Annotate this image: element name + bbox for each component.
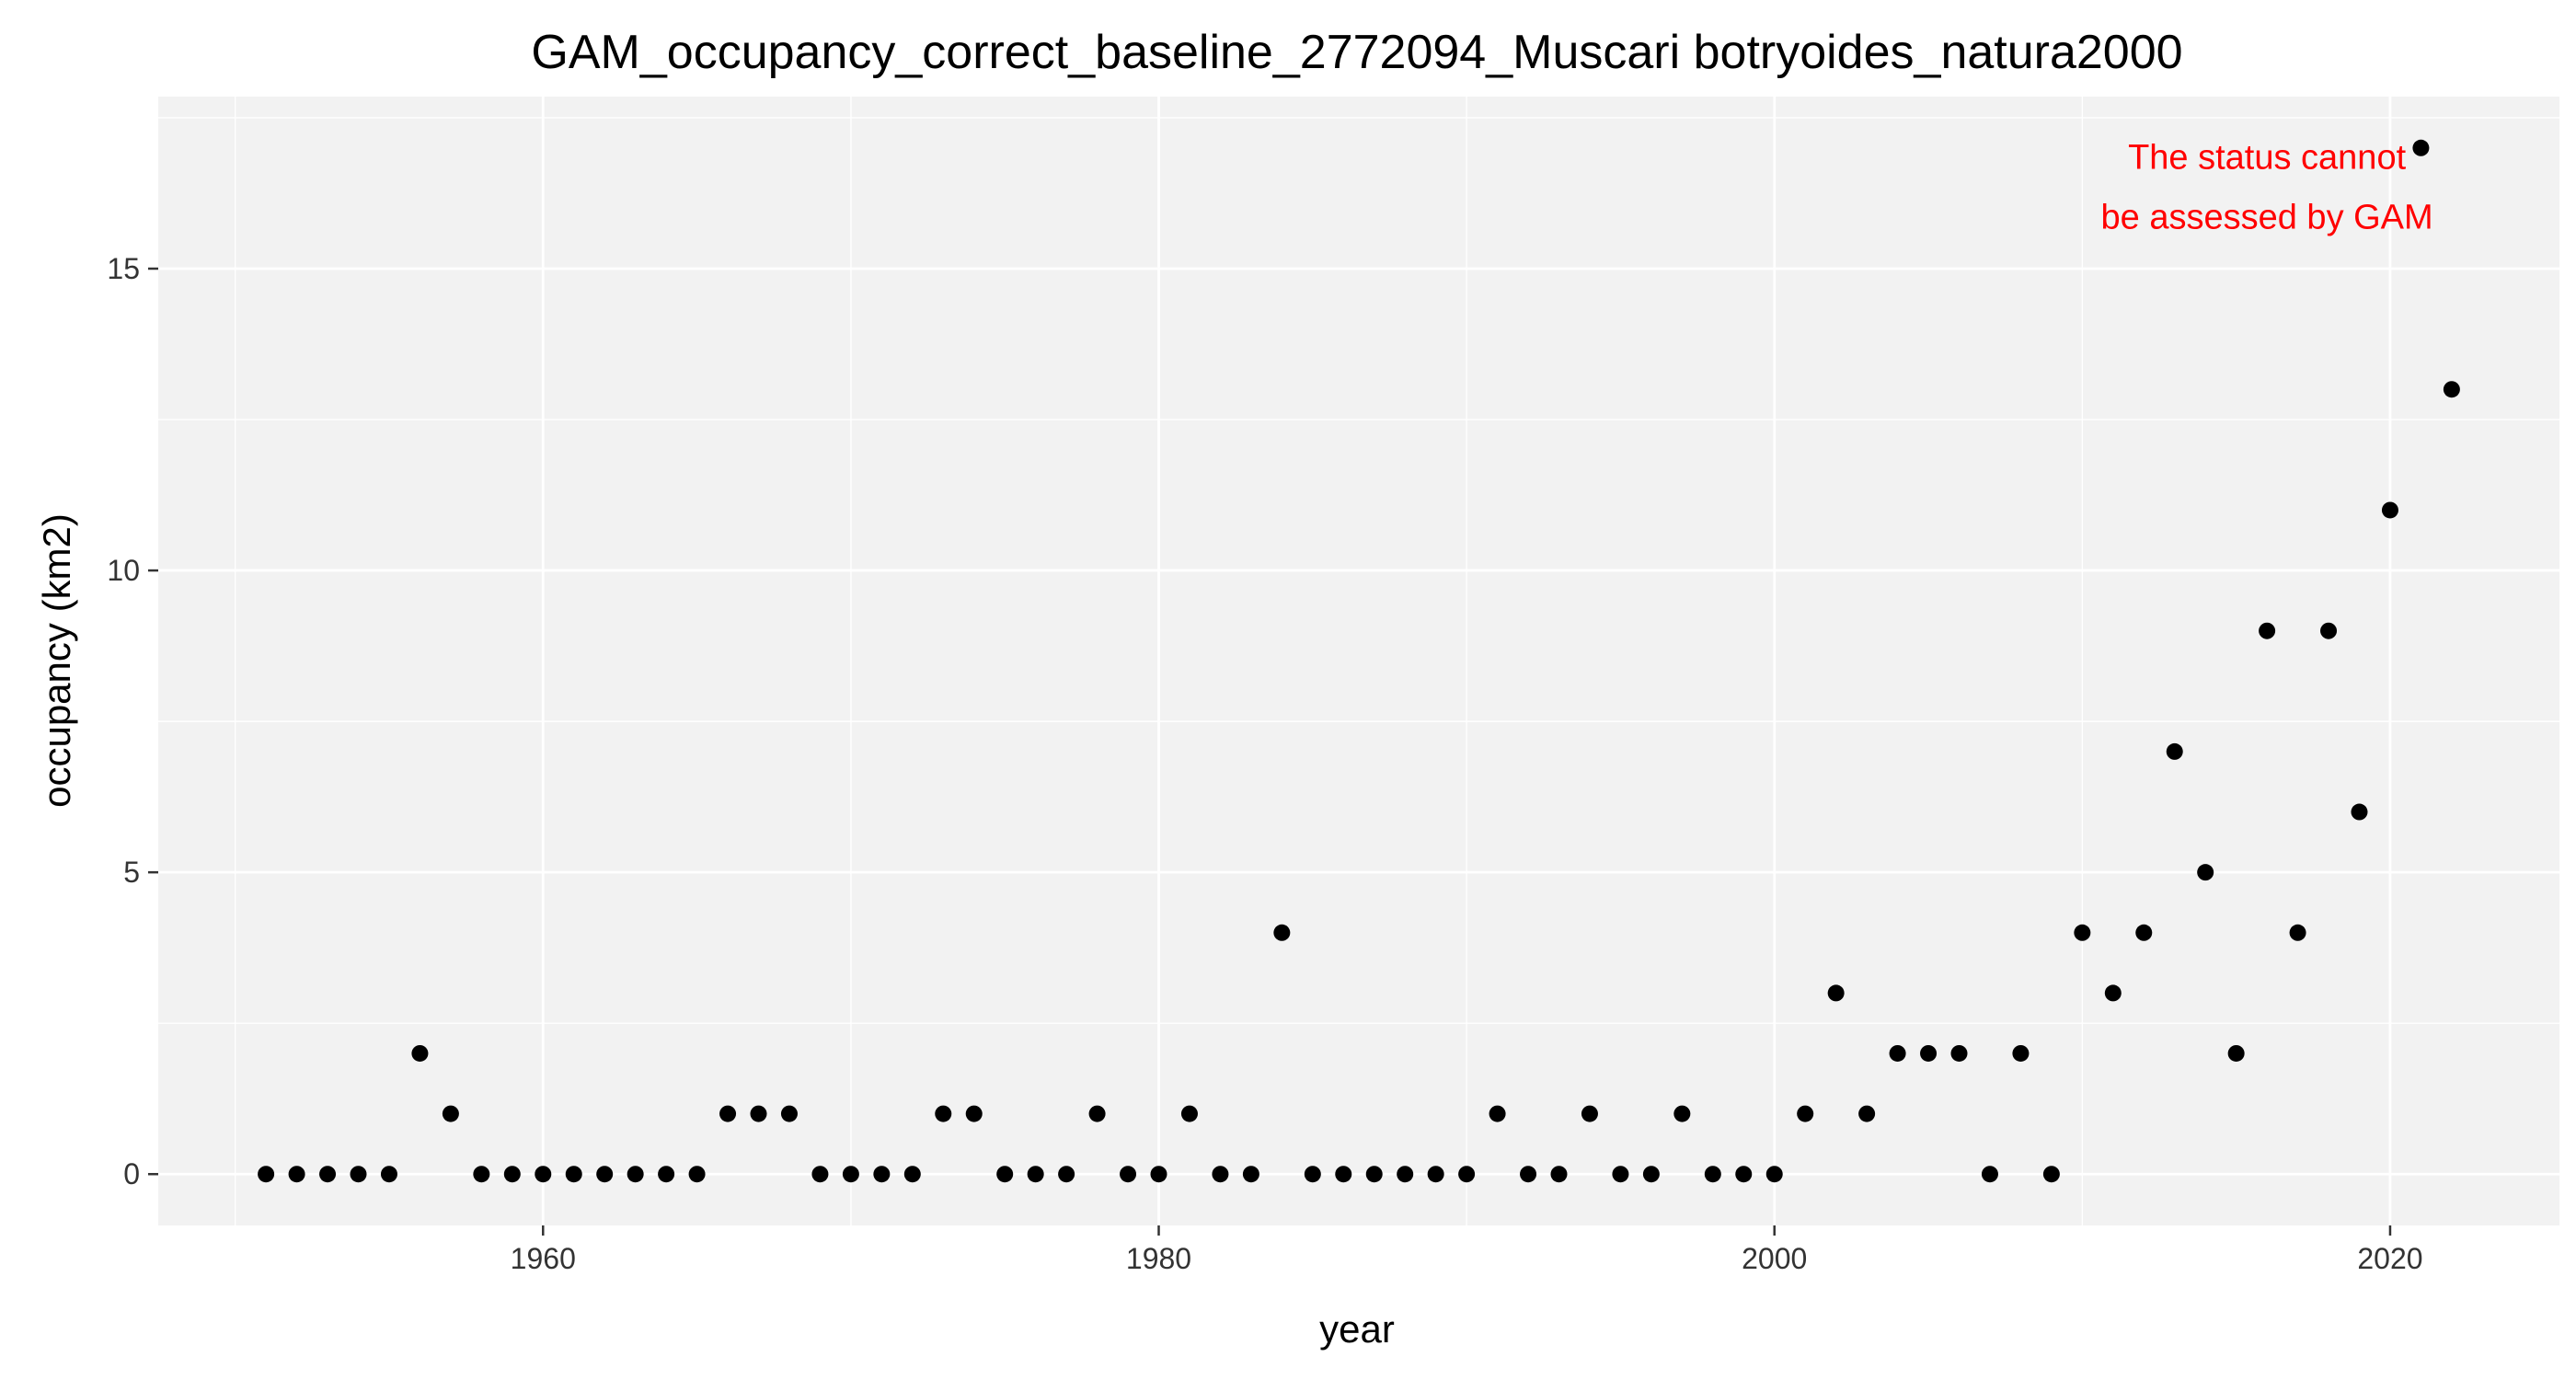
x-tick-label: 1980 [1126,1242,1191,1275]
data-point [1180,1105,1198,1122]
data-point [1889,1044,1906,1062]
data-point [411,1044,429,1062]
data-point [473,1166,490,1183]
data-point [2289,924,2306,941]
data-point [2197,864,2214,881]
data-point [442,1105,459,1122]
x-tick-label: 2020 [2357,1242,2422,1275]
data-point [2074,924,2091,941]
data-point [1212,1166,1229,1183]
data-point [1242,1166,1259,1183]
data-point [1058,1166,1075,1183]
x-axis: 1960 1980 2000 2020 [511,1225,2423,1275]
data-point [996,1166,1014,1183]
data-point [2351,803,2368,821]
data-point [1581,1105,1598,1122]
data-point [2412,139,2430,156]
data-point [1150,1166,1167,1183]
y-tick-label: 10 [107,554,140,587]
data-point [688,1166,706,1183]
data-point [1981,1166,1998,1183]
data-point [1858,1105,1876,1122]
data-point [503,1166,521,1183]
data-point [1427,1166,1444,1183]
y-axis-title: occupancy (km2) [35,513,78,808]
data-point [965,1105,983,1122]
data-point [1489,1105,1506,1122]
data-point [2012,1044,2030,1062]
y-axis: 0 5 10 15 [107,252,158,1190]
y-tick-label: 15 [107,252,140,285]
data-point [535,1166,552,1183]
data-point [1365,1166,1383,1183]
data-point [903,1166,921,1183]
annotation-line-1: The status cannot [2128,139,2407,178]
minor-gridlines [158,97,2559,1225]
x-axis-title: year [1319,1307,1395,1351]
data-point [1950,1044,1968,1062]
data-point [627,1166,644,1183]
data-point [1520,1166,1537,1183]
data-point [380,1166,397,1183]
data-point [2135,924,2153,941]
data-point [288,1166,305,1183]
data-point [1797,1105,1814,1122]
data-point [2443,381,2460,398]
data-point [750,1105,767,1122]
data-point [1642,1166,1660,1183]
data-point [2381,501,2398,519]
data-point [873,1166,891,1183]
data-point [1827,984,1845,1002]
data-point [1397,1166,1414,1183]
chart-title: GAM_occupancy_correct_baseline_2772094_M… [531,26,2182,79]
data-point [1765,1166,1783,1183]
data-point [2259,622,2276,639]
data-point [811,1166,829,1183]
data-point [1920,1044,1938,1062]
data-point [1273,924,1291,941]
x-tick-label: 2000 [1742,1242,1807,1275]
annotation-line-2: be assessed by GAM [2101,199,2433,237]
data-point [2104,984,2122,1002]
data-points [258,139,2460,1183]
data-point [658,1166,675,1183]
data-point [1027,1166,1044,1183]
data-point [2320,622,2338,639]
data-point [1335,1166,1352,1183]
x-tick-label: 1960 [511,1242,576,1275]
data-point [596,1166,614,1183]
data-point [780,1105,798,1122]
data-point [1673,1105,1691,1122]
major-gridlines [158,97,2559,1225]
data-point [258,1166,275,1183]
y-tick-label: 0 [123,1157,140,1190]
data-point [935,1105,952,1122]
data-point [1550,1166,1568,1183]
data-point [1304,1166,1321,1183]
data-point [2227,1044,2245,1062]
data-point [2166,742,2183,760]
data-point [319,1166,337,1183]
data-point [1735,1166,1753,1183]
data-point [1612,1166,1629,1183]
data-point [1458,1166,1476,1183]
data-point [2042,1166,2060,1183]
data-point [842,1166,859,1183]
data-point [719,1105,737,1122]
data-point [1088,1105,1106,1122]
data-point [350,1166,367,1183]
plot-panel [158,97,2559,1225]
data-point [1704,1166,1721,1183]
y-tick-label: 5 [123,856,140,889]
data-point [565,1166,582,1183]
data-point [1120,1166,1137,1183]
